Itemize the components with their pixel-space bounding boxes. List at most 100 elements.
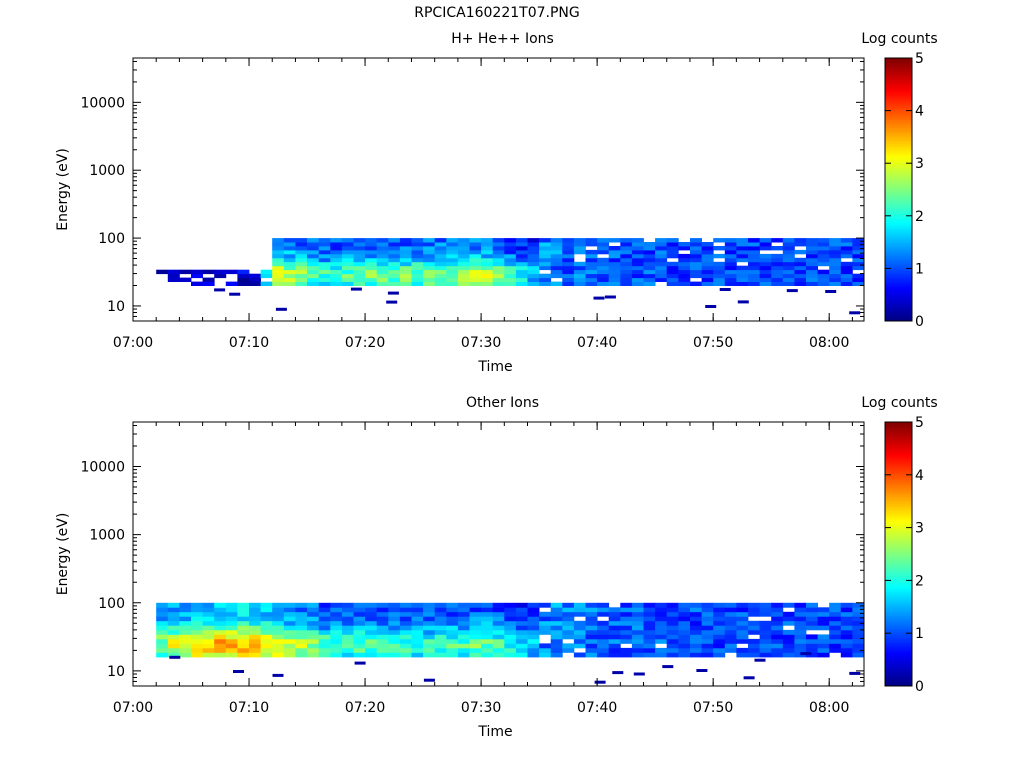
colorbar-tick-label: 2 [915,573,924,589]
spectrogram-cell [806,246,818,251]
spectrogram-cell [341,634,354,640]
spectrogram-cell [852,277,865,282]
spectrogram-cell [539,629,552,635]
spectrogram-cell [202,643,215,649]
spectrogram-cell [515,253,528,259]
spectrogram-cell [365,242,378,247]
spectrogram-cell [225,629,238,635]
x-axis-label: Time [477,724,512,740]
spectrogram-cell [411,273,424,279]
spectrogram-cell [191,634,203,640]
spectrogram-cell [829,625,842,631]
spectrogram-cell [771,261,784,267]
spectrogram-cell [156,616,169,622]
spectrogram-cell [550,643,563,649]
spectrogram-cell [191,629,203,635]
spectrogram-cell [283,238,296,243]
spectrogram-cell [457,257,470,263]
spectrogram-cell [666,253,679,259]
spectrogram-cell [423,643,436,649]
spectrogram-cell [550,611,563,617]
spectrogram-cell [330,277,343,282]
spectrogram-cell [376,265,389,271]
spectrogram-cell [376,261,389,267]
spectrogram-cell [376,638,389,644]
colorbar-gradient-step [885,620,912,623]
spectrogram-cell [399,277,412,282]
spectrogram-cell [782,257,795,263]
spectrogram-cell [713,277,726,282]
colorbar-gradient-step [885,134,912,138]
x-tick-label: 07:20 [345,335,385,351]
spectrogram-cell [469,246,482,251]
spectrogram-cell [388,257,401,263]
spectrogram-cell [608,611,621,617]
spectrogram-cell [481,625,494,631]
spectrogram-cell [655,620,668,626]
spectrogram-cell [550,273,563,279]
colorbar-gradient-step [885,176,912,180]
spectrogram-cell [643,253,656,259]
spectrogram-cell [365,602,378,608]
spectrogram-cell [527,269,540,275]
spectrogram-cell [492,265,505,271]
spectrogram-cell [295,607,308,613]
spectrogram-cell [631,634,644,640]
spectrogram-cell [260,643,273,649]
spectrogram-cell [457,620,470,626]
spectrogram-cell [260,607,273,613]
spectrogram-cell [237,607,250,613]
spectrogram-cell [690,611,702,617]
spectrogram-cell [283,257,296,263]
spectrogram-cell [272,638,285,644]
spectrogram-cell [399,643,412,649]
spectrogram-cell [643,616,656,622]
spectrogram-cell [365,625,378,631]
spectrogram-cell [341,249,354,255]
colorbar-gradient-step [885,505,912,509]
colorbar-gradient-step [885,452,912,456]
spectrogram-cell [283,634,296,640]
spectrogram-cell [469,643,482,649]
spectrogram-cell [736,269,749,275]
spectrogram-cell [191,269,203,275]
spectrogram-cell [690,265,702,271]
spectrogram-cell [492,253,505,259]
spectrogram-cell [376,253,389,259]
spectrogram-cell [562,281,575,286]
spectrogram-cell [446,277,459,282]
spectrogram-cell [399,625,412,631]
spectrogram-cell [608,643,621,649]
spectrogram-cell [852,242,865,247]
spectrogram-cell [573,638,586,644]
spectrogram-cell [562,611,575,617]
spectrogram-cell [794,269,807,275]
spectrogram-cell [527,643,540,649]
spectrogram-cell [806,602,818,608]
spectrogram-cell [423,616,436,622]
spectrogram-cell [754,658,766,662]
spectrogram-cell [515,652,528,658]
spectrogram-cell [608,647,621,653]
x-tick-label: 07:30 [461,700,501,716]
spectrogram-cell [736,602,749,608]
colorbar-gradient-step [885,110,912,114]
spectrogram-cell [214,273,227,279]
spectrogram-cell [666,625,679,631]
spectrogram-cell [840,249,853,255]
colorbar-gradient-step [885,204,912,208]
spectrogram-cell [550,281,563,286]
spectrogram-cell [620,281,633,286]
spectrogram-cell [852,257,865,263]
spectrogram-cell [701,273,714,279]
spectrogram-cell [237,629,250,635]
spectrogram-cell [794,638,807,644]
spectrogram-cell [272,634,285,640]
spectrogram-cell [411,238,424,243]
colorbar-gradient-step [885,215,912,219]
spectrogram-cell [469,607,482,613]
spectrogram-cell [214,607,227,613]
spectrogram-cell [272,607,285,613]
spectrogram-cell [840,634,853,640]
spectrogram-cell [759,265,772,271]
